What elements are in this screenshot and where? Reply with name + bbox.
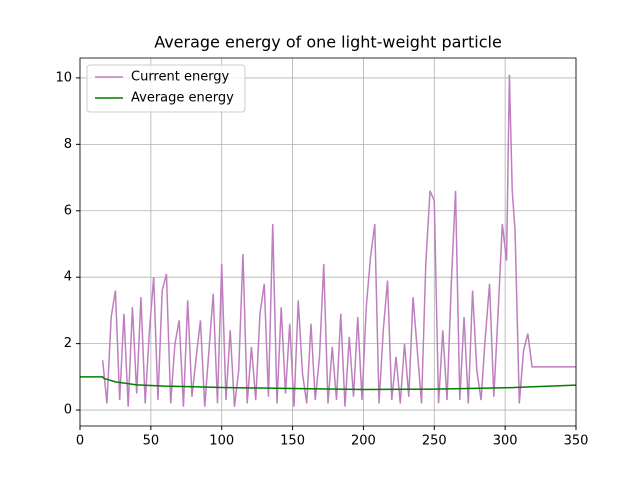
plot-frame	[79, 57, 577, 427]
y-tick-label: 6	[64, 203, 72, 218]
legend-label: Average energy	[131, 91, 234, 106]
y-tick-label: 4	[64, 270, 72, 285]
y-tick-label: 0	[64, 403, 72, 418]
legend-label: Current energy	[131, 70, 230, 85]
x-tick-label: 50	[143, 434, 160, 449]
x-tick-label: 300	[493, 434, 518, 449]
x-tick-label: 0	[76, 434, 84, 449]
y-tick-label: 2	[64, 336, 72, 351]
chart-title: Average energy of one light-weight parti…	[154, 33, 502, 52]
x-tick-label: 350	[564, 434, 589, 449]
x-tick-label: 150	[280, 434, 305, 449]
line	[80, 376, 577, 391]
x-tick-label: 100	[209, 434, 234, 449]
legend-box	[86, 64, 246, 113]
x-tick-label: 250	[422, 434, 447, 449]
x-tick-label: 200	[351, 434, 376, 449]
y-tick-label: 10	[55, 70, 72, 85]
y-tick-label: 8	[64, 137, 72, 152]
